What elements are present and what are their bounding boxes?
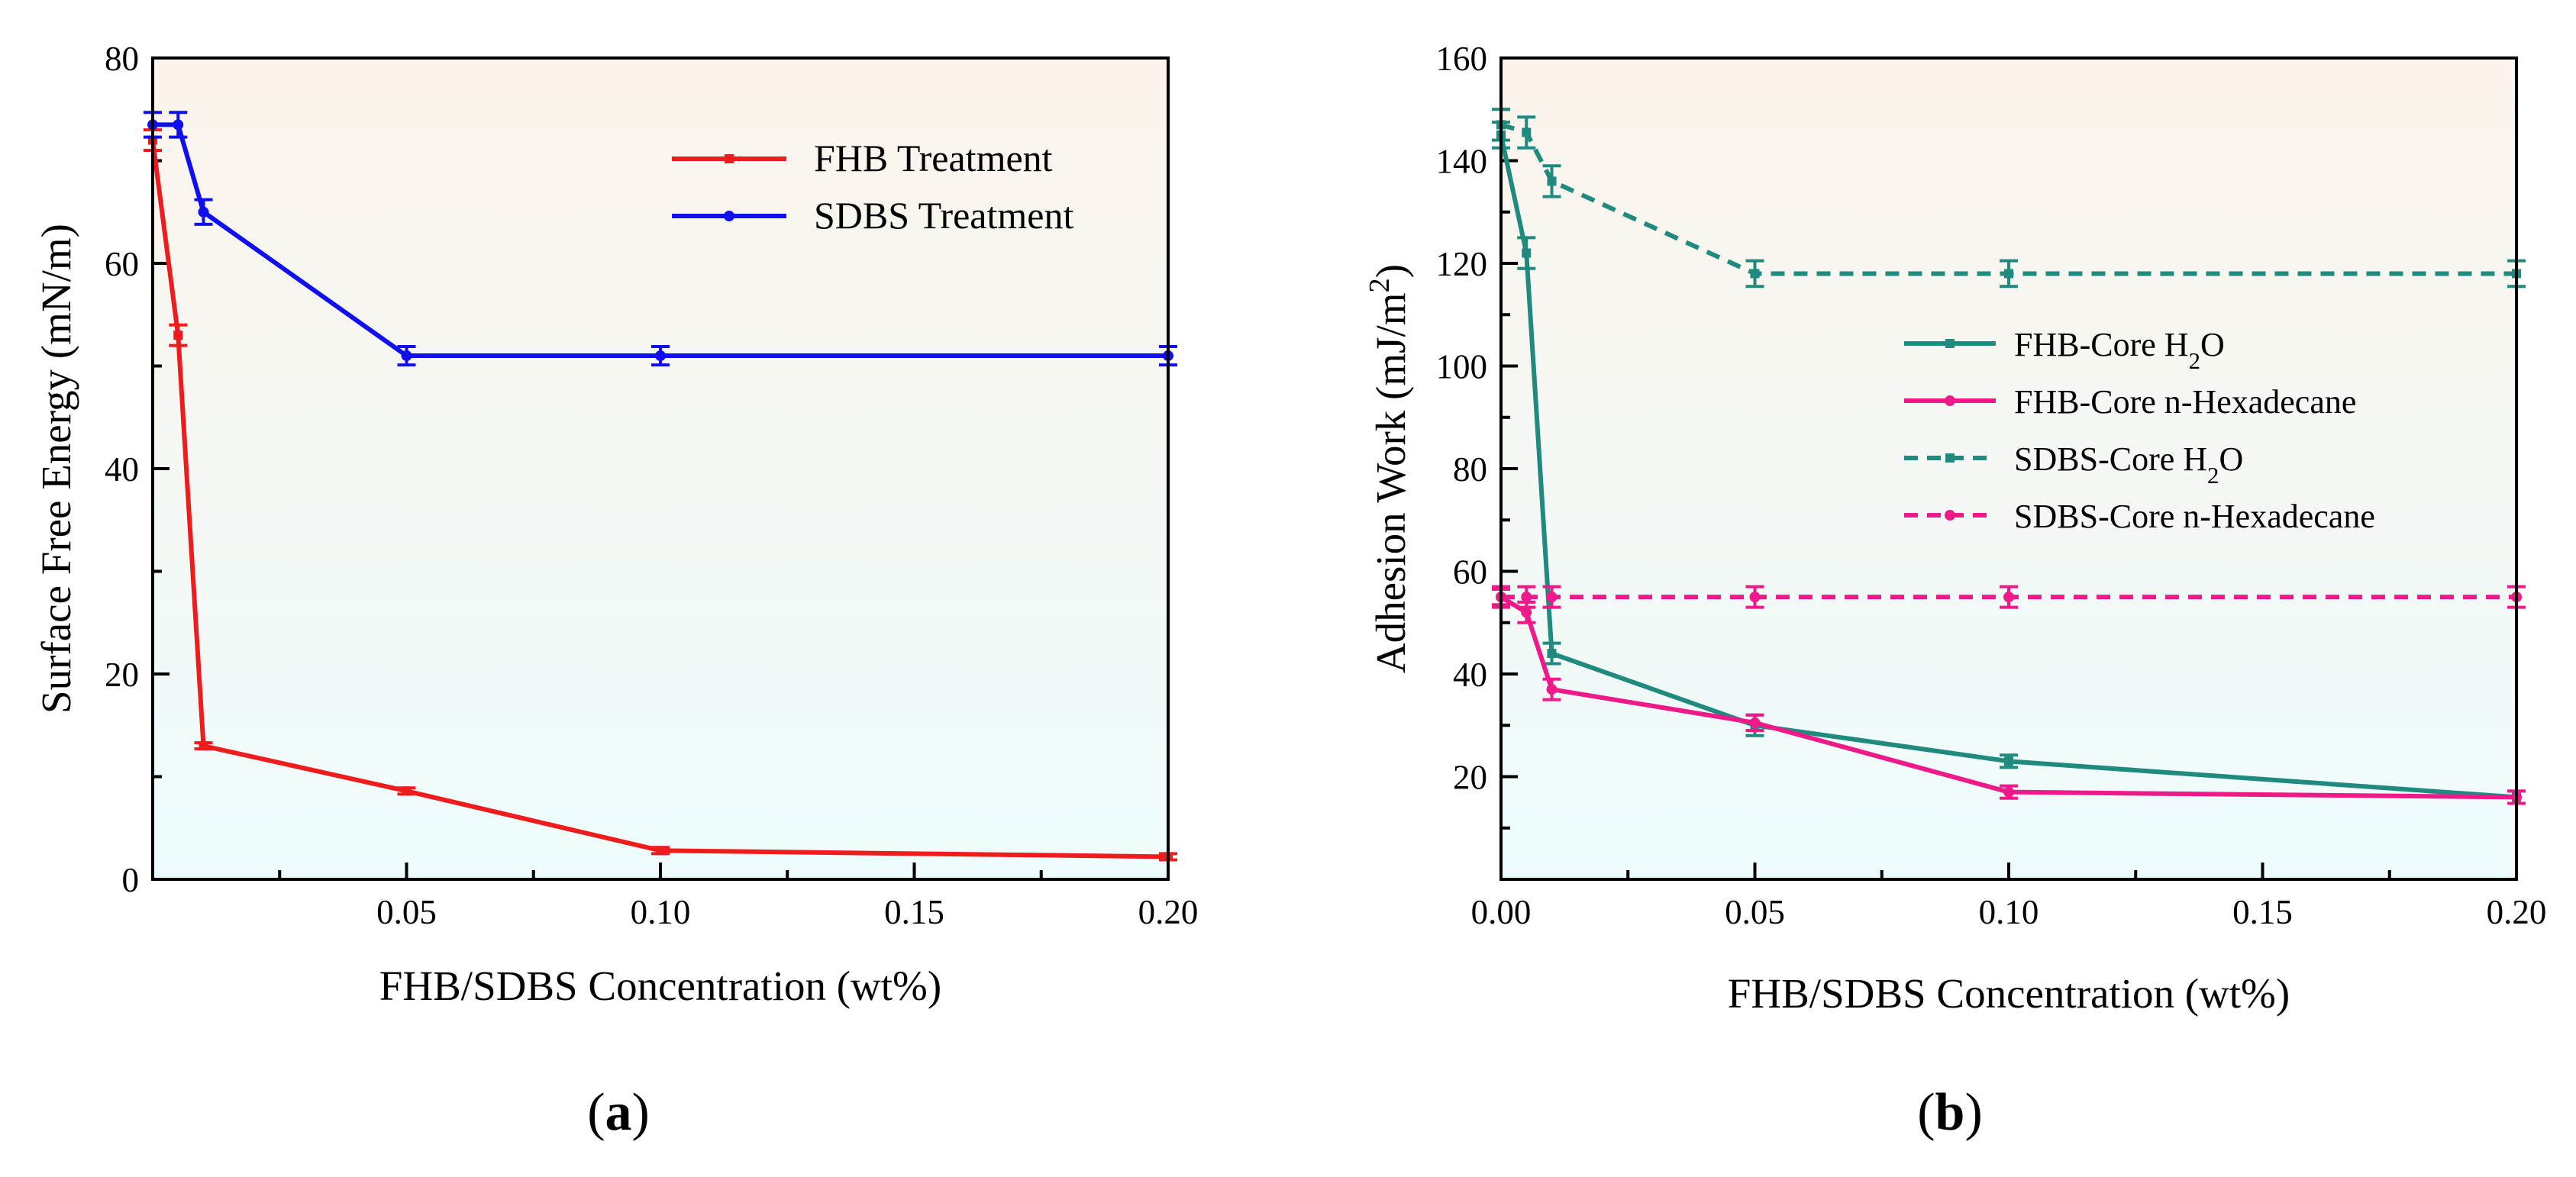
y-axis-title: Surface Free Energy (mN/m) <box>33 224 79 714</box>
legend-item: FHB-Core n-Hexadecane <box>1904 383 2356 421</box>
data-point <box>2004 269 2013 279</box>
data-point <box>2003 786 2014 798</box>
x-tick-label: 0.05 <box>376 893 437 931</box>
data-point <box>402 786 412 796</box>
legend-label: SDBS-Core H2O <box>2014 440 2243 489</box>
y-tick-label: 100 <box>1436 348 1488 386</box>
y-tick-label: 80 <box>1453 450 1487 489</box>
legend-label: FHB-Core H2O <box>2014 326 2225 374</box>
plot-background <box>153 58 1168 879</box>
tick-labels: 0.00 0.05 0.10 0.15 0.20 20 40 60 80 100 120 140 160 <box>1436 40 2547 931</box>
legend-label: FHB Treatment <box>814 137 1053 179</box>
data-point <box>2004 756 2013 766</box>
x-tick-label: 0.10 <box>1979 893 2039 931</box>
data-point <box>401 350 412 362</box>
y-tick-label: 60 <box>1453 553 1487 592</box>
data-point <box>1547 649 1557 659</box>
data-point <box>1522 248 1532 258</box>
data-point <box>1522 127 1532 137</box>
x-tick-label: 0.15 <box>884 893 944 931</box>
legend-marker <box>1945 339 1955 348</box>
y-tick-label: 160 <box>1436 40 1488 78</box>
x-tick-label: 0.20 <box>1138 893 1199 931</box>
plot-frame <box>151 56 1170 881</box>
legend-label: SDBS Treatment <box>814 194 1073 237</box>
data-point <box>173 331 183 340</box>
legend-label: SDBS-Core n-Hexadecane <box>2014 498 2375 535</box>
y-tick-label: 20 <box>105 656 139 694</box>
x-axis-title: FHB/SDBS Concentration (wt%) <box>1728 970 2290 1017</box>
panel-letter: b <box>1935 1083 1965 1142</box>
data-point <box>1750 269 1760 279</box>
panel-letter: a <box>605 1083 632 1142</box>
legend-marker <box>1945 510 1955 521</box>
series-sdbs-core-h-o <box>1492 108 2526 289</box>
data-point <box>199 741 208 751</box>
data-point <box>1749 717 1761 728</box>
y-tick-label: 60 <box>105 245 139 283</box>
data-point <box>1521 592 1532 603</box>
chart-panel-b: 0.00 0.05 0.10 0.15 0.20 20 40 60 80 100 120 140 160… <box>1364 40 2546 1142</box>
y-tick-label: 80 <box>105 40 139 78</box>
panel-label: (b) <box>1917 1083 1983 1142</box>
data-point <box>656 846 665 856</box>
y-tick-label: 140 <box>1436 143 1488 181</box>
legend-marker <box>725 154 734 163</box>
legend-item: FHB-Core H2O <box>1904 326 2225 374</box>
plot-background <box>1501 58 2516 879</box>
x-tick-label: 0.15 <box>2232 893 2293 931</box>
data-point <box>1749 592 1761 603</box>
x-tick-label: 0.00 <box>1471 893 1532 931</box>
y-axis-title: Adhesion Work (mJ/m2) <box>1364 264 1414 673</box>
y-tick-label: 40 <box>105 450 139 489</box>
y-tick-label: 20 <box>1453 759 1487 797</box>
data-point <box>1521 607 1532 618</box>
series-group <box>1492 108 2526 805</box>
data-point <box>1547 176 1557 186</box>
legend-item: SDBS-Core H2O <box>1904 440 2243 489</box>
legend: FHB Treatment SDBS Treatment <box>672 137 1073 237</box>
legend: FHB-Core H2O FHB-Core n-Hexadecane SDBS-Co… <box>1904 326 2375 535</box>
data-point <box>173 119 184 131</box>
legend-marker <box>1945 395 1955 406</box>
x-tick-label: 0.05 <box>1725 893 1785 931</box>
legend-marker <box>1945 453 1955 463</box>
plot-frame <box>1499 56 2518 881</box>
tick-labels: 0.05 0.10 0.15 0.20 0 20 40 60 80 <box>105 40 1198 931</box>
y-tick-label: 40 <box>1453 656 1487 694</box>
x-axis-title: FHB/SDBS Concentration (wt%) <box>379 963 941 1009</box>
series-line <box>1499 134 2517 800</box>
data-point <box>655 350 666 362</box>
legend-item: SDBS-Core n-Hexadecane <box>1904 498 2375 535</box>
data-point <box>1546 684 1558 695</box>
data-point <box>198 206 209 218</box>
legend-marker <box>724 211 734 221</box>
x-tick-label: 0.10 <box>631 893 691 931</box>
panel-label: (a) <box>587 1083 650 1142</box>
data-point <box>2003 592 2014 603</box>
legend-item: FHB Treatment <box>672 137 1053 179</box>
series-line <box>1500 122 2516 276</box>
chart-panel-a: 0.05 0.10 0.15 0.20 0 20 40 60 80 FHB/SDBS Conce… <box>33 40 1198 1142</box>
legend-item: SDBS Treatment <box>672 194 1073 237</box>
x-tick-label: 0.20 <box>2487 893 2547 931</box>
legend-label: FHB-Core n-Hexadecane <box>2014 383 2356 421</box>
y-tick-label: 0 <box>122 861 140 899</box>
y-tick-label: 120 <box>1436 245 1488 283</box>
series-line <box>150 140 1169 859</box>
data-point <box>1546 592 1558 603</box>
